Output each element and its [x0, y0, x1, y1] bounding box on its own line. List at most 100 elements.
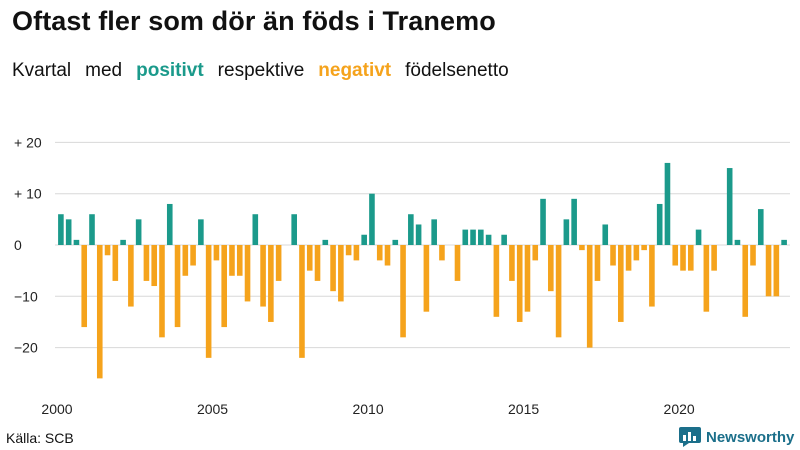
bar	[89, 214, 95, 245]
bar	[757, 209, 764, 245]
bar	[229, 245, 235, 276]
bar	[625, 245, 632, 271]
subtitle-text-respektive: respektive	[217, 60, 305, 81]
bar	[221, 245, 227, 328]
x-tick-label: 2000	[41, 401, 72, 417]
bar	[773, 245, 780, 297]
bar	[174, 245, 181, 328]
bar	[524, 245, 531, 312]
bar	[649, 245, 655, 307]
bar	[563, 219, 570, 245]
bar	[314, 245, 321, 281]
bar	[781, 239, 787, 245]
bar	[765, 245, 772, 297]
bar	[96, 245, 103, 379]
bar	[532, 245, 539, 261]
bar	[470, 229, 476, 245]
bar	[244, 245, 251, 302]
bar	[236, 245, 243, 276]
bar	[182, 245, 189, 276]
y-tick-label: −20	[14, 340, 38, 356]
bar	[104, 245, 111, 256]
bar	[672, 245, 679, 266]
bar	[205, 245, 212, 358]
x-tick-label: 2010	[352, 401, 383, 417]
bar	[112, 245, 119, 281]
subtitle-text-fodelsenetto: födelsenetto	[405, 60, 509, 81]
bar	[275, 245, 282, 281]
bar	[306, 245, 313, 271]
y-tick-label: + 10	[14, 186, 42, 202]
bar	[198, 219, 204, 245]
bar	[400, 245, 406, 338]
bar	[58, 214, 64, 245]
newsworthy-logo-icon	[679, 427, 701, 447]
bar	[299, 245, 305, 358]
bar	[750, 245, 756, 266]
subtitle: Kvartal med positivt respektive negativt föde…	[12, 60, 523, 82]
x-tick-label: 2005	[197, 401, 228, 417]
bar	[555, 245, 562, 338]
bar	[618, 245, 624, 322]
bar	[742, 245, 749, 317]
bar	[680, 245, 686, 271]
bar	[656, 203, 663, 245]
bar	[268, 245, 274, 322]
bar	[330, 245, 336, 292]
bar	[73, 239, 80, 245]
bar	[478, 229, 484, 245]
subtitle-positive-label: positivt	[136, 60, 204, 81]
bar	[415, 224, 422, 245]
y-tick-label: + 20	[14, 134, 42, 150]
bar	[190, 245, 196, 266]
bar	[143, 245, 150, 281]
bar	[703, 245, 710, 312]
subtitle-negative-label: negativt	[318, 60, 392, 81]
bar	[322, 239, 329, 245]
brand-name: Newsworthy	[706, 428, 795, 446]
bar	[65, 219, 72, 245]
bar	[540, 198, 546, 245]
bar	[586, 245, 593, 348]
bar	[81, 245, 88, 328]
subtitle-text-kvartal: Kvartal	[12, 60, 72, 81]
bar	[338, 245, 344, 302]
bar	[361, 234, 367, 245]
bar	[120, 239, 126, 245]
bar	[408, 214, 414, 245]
bar	[462, 229, 469, 245]
bar	[726, 168, 733, 245]
bar	[439, 245, 445, 261]
bar	[159, 245, 165, 338]
bar	[664, 162, 671, 245]
y-tick-label: −10	[14, 288, 38, 304]
bar	[128, 245, 134, 307]
bar	[493, 245, 500, 317]
source-label: Källa: SCB	[6, 430, 74, 446]
bar	[135, 219, 142, 245]
x-tick-label: 2015	[508, 401, 539, 417]
bar	[392, 239, 399, 245]
bar	[260, 245, 266, 307]
bar	[345, 245, 352, 256]
bar	[571, 198, 577, 245]
bar	[602, 224, 609, 245]
bar	[711, 245, 717, 271]
bar	[384, 245, 391, 266]
subtitle-text-med: med	[85, 60, 123, 81]
x-tick-label: 2020	[664, 401, 695, 417]
bar	[501, 234, 507, 245]
bar	[734, 239, 741, 245]
bar	[641, 245, 647, 251]
bar	[166, 203, 173, 245]
bar	[695, 229, 702, 245]
brand-logo: Newsworthy	[679, 427, 794, 447]
bar	[579, 245, 585, 251]
bar	[291, 214, 297, 245]
page-title: Oftast fler som dör än föds i Tranemo	[12, 6, 496, 36]
bar	[353, 245, 360, 261]
bar	[485, 234, 492, 245]
bar	[431, 219, 437, 245]
bar	[376, 245, 383, 261]
